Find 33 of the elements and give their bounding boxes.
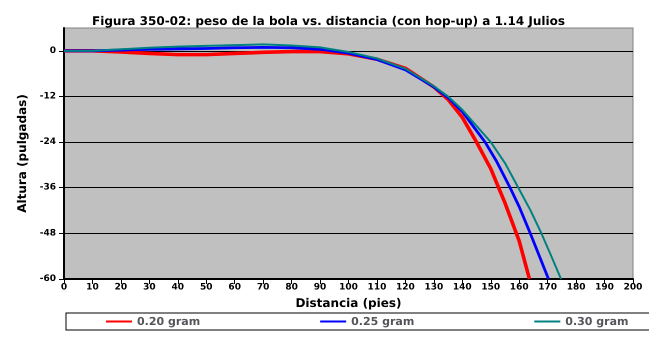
x-tick-label: 50 — [200, 282, 213, 292]
x-tick-label: 20 — [114, 282, 128, 292]
x-tick-label: 140 — [452, 282, 472, 292]
y-tick-label: -36 — [40, 182, 56, 193]
x-tick-label: 120 — [396, 282, 415, 292]
chart-title: Figura 350-02: peso de la bola vs. distancia (con hop-up) a 1.14 Julios — [92, 14, 565, 28]
y-tick-label: -60 — [40, 274, 56, 284]
y-tick-label: 0 — [50, 46, 56, 56]
x-tick-label: 170 — [538, 282, 558, 292]
x-tick-label: 30 — [143, 282, 156, 292]
x-tick-label: 130 — [424, 282, 444, 292]
x-tick-label: 60 — [228, 282, 241, 292]
x-tick-label: 40 — [172, 282, 184, 292]
y-tick-label: -48 — [40, 228, 56, 238]
x-tick-label: 10 — [86, 282, 99, 292]
y-tick-label: -12 — [40, 91, 56, 102]
x-tick-label: 110 — [368, 282, 386, 292]
x-tick-label: 80 — [285, 282, 298, 292]
x-tick-label: 0 — [60, 282, 68, 292]
x-tick-label: 150 — [481, 282, 500, 292]
x-tick-label: 190 — [595, 282, 614, 292]
x-tick-label: 180 — [566, 282, 586, 292]
legend-label: 0.25 gram — [351, 315, 414, 328]
y-axis-title: Altura (pulgadas) — [15, 94, 29, 213]
x-tick-label: 90 — [314, 282, 326, 292]
legend-label: 0.20 gram — [137, 315, 200, 328]
x-axis-title: Distancia (pies) — [295, 296, 402, 310]
x-tick-label: 160 — [510, 282, 529, 292]
x-tick-label: 200 — [624, 282, 642, 292]
y-tick-label: -24 — [40, 137, 56, 148]
x-tick-label: 70 — [256, 282, 270, 292]
legend-label: 0.30 gram — [565, 315, 628, 328]
x-tick-label: 100 — [339, 282, 358, 292]
